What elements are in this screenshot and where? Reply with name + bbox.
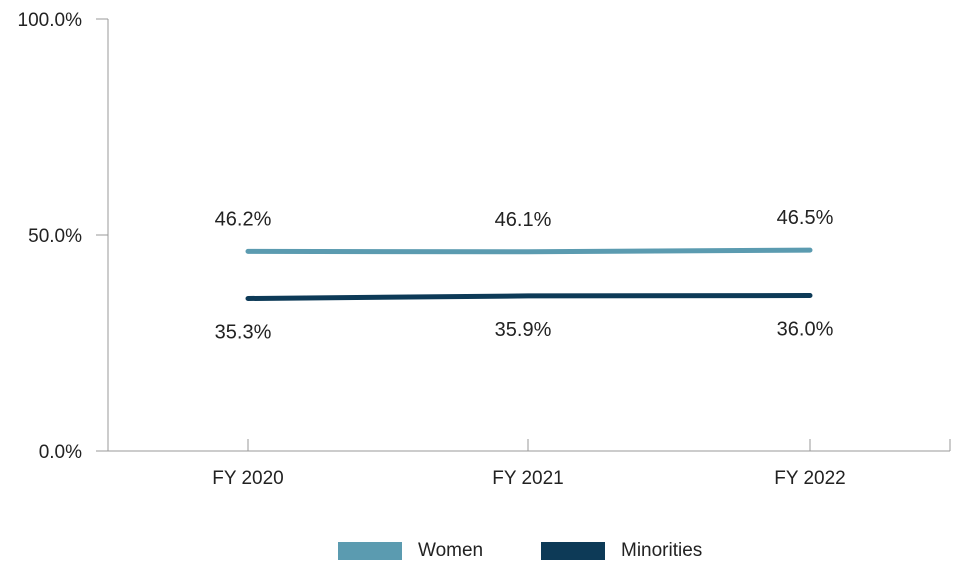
data-label-women: 46.1% (495, 209, 552, 231)
series-line-minorities (245, 293, 813, 301)
y-tick-label: 50.0% (28, 226, 82, 247)
line-chart: 0.0% 50.0% 100.0% FY 2020 FY 2021 FY 2022 46.… (18, 10, 951, 489)
data-label-women: 46.2% (215, 208, 272, 230)
series-line-women (245, 247, 813, 255)
series-layer (245, 247, 813, 301)
x-tick-label: FY 2021 (492, 468, 563, 489)
y-tick-label: 100.0% (18, 10, 83, 31)
data-label-women: 46.5% (777, 207, 834, 229)
axes: 0.0% 50.0% 100.0% FY 2020 FY 2021 FY 2022 (18, 10, 951, 489)
legend: Women Minorities (0, 536, 960, 566)
data-label-minorities: 36.0% (777, 318, 834, 340)
legend-swatch-minorities (541, 542, 605, 560)
y-tick-label: 0.0% (39, 442, 82, 463)
legend-swatch-women (338, 542, 402, 560)
x-tick-label: FY 2020 (212, 468, 283, 489)
legend-item-women: Women (338, 536, 483, 566)
legend-item-minorities: Minorities (541, 536, 702, 566)
legend-label-women: Women (418, 540, 484, 561)
data-label-minorities: 35.3% (215, 322, 272, 344)
data-label-minorities: 35.9% (495, 319, 552, 341)
data-labels: 46.2% 46.1% 46.5% 35.3% 35.9% 36.0% (215, 207, 834, 343)
legend-label-minorities: Minorities (621, 540, 703, 561)
x-tick-label: FY 2022 (774, 468, 845, 489)
